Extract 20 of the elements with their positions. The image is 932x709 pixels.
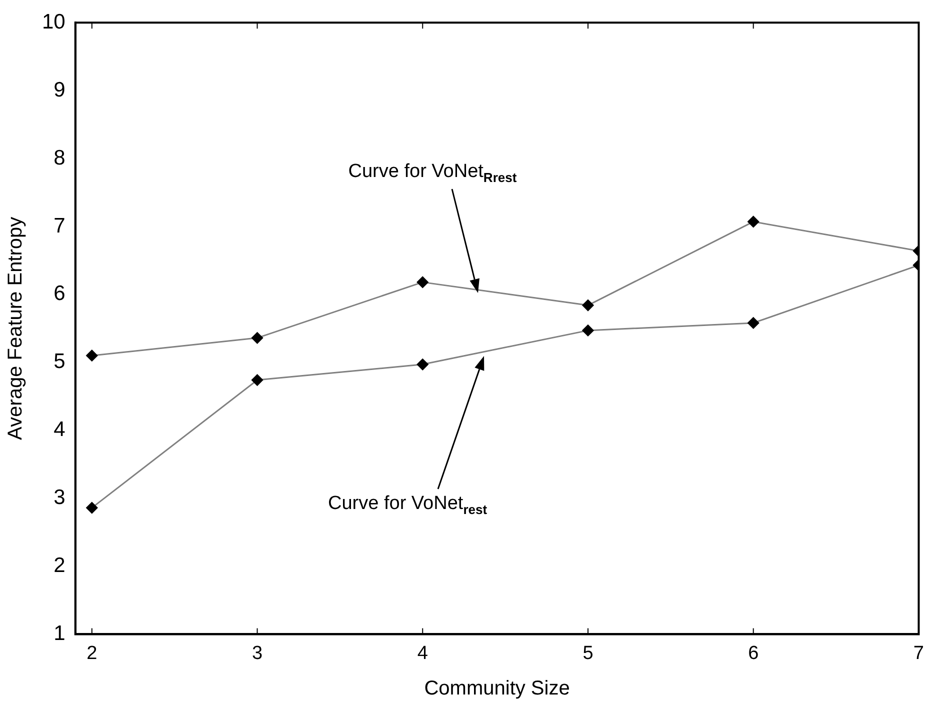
x-axis-title: Community Size [424, 678, 570, 700]
y-axis-title: Average Feature Entropy [4, 216, 27, 440]
y-tick-label: 9 [54, 78, 66, 102]
annotation: Curve for VoNet$_{rest}$ [328, 493, 488, 517]
y-tick-label: 10 [42, 10, 66, 34]
x-tick-label: 4 [417, 642, 428, 664]
x-tick-label: 6 [748, 642, 759, 664]
x-tick-label: 3 [252, 642, 263, 664]
y-tick-label: 3 [54, 486, 66, 510]
annotation: Curve for VoNet$_{Rrest}$ [348, 161, 517, 185]
x-tick-label: 5 [582, 642, 594, 664]
y-tick-label: 4 [54, 418, 66, 442]
y-tick-label: 1 [54, 622, 66, 645]
y-tick-label: 5 [54, 350, 66, 374]
x-tick-label: 7 [913, 642, 924, 664]
y-tick-label: 7 [54, 214, 66, 238]
y-tick-label: 6 [54, 282, 66, 306]
y-tick-label: 8 [54, 146, 66, 170]
x-tick-label: 2 [86, 642, 98, 664]
y-tick-label: 2 [54, 554, 66, 578]
